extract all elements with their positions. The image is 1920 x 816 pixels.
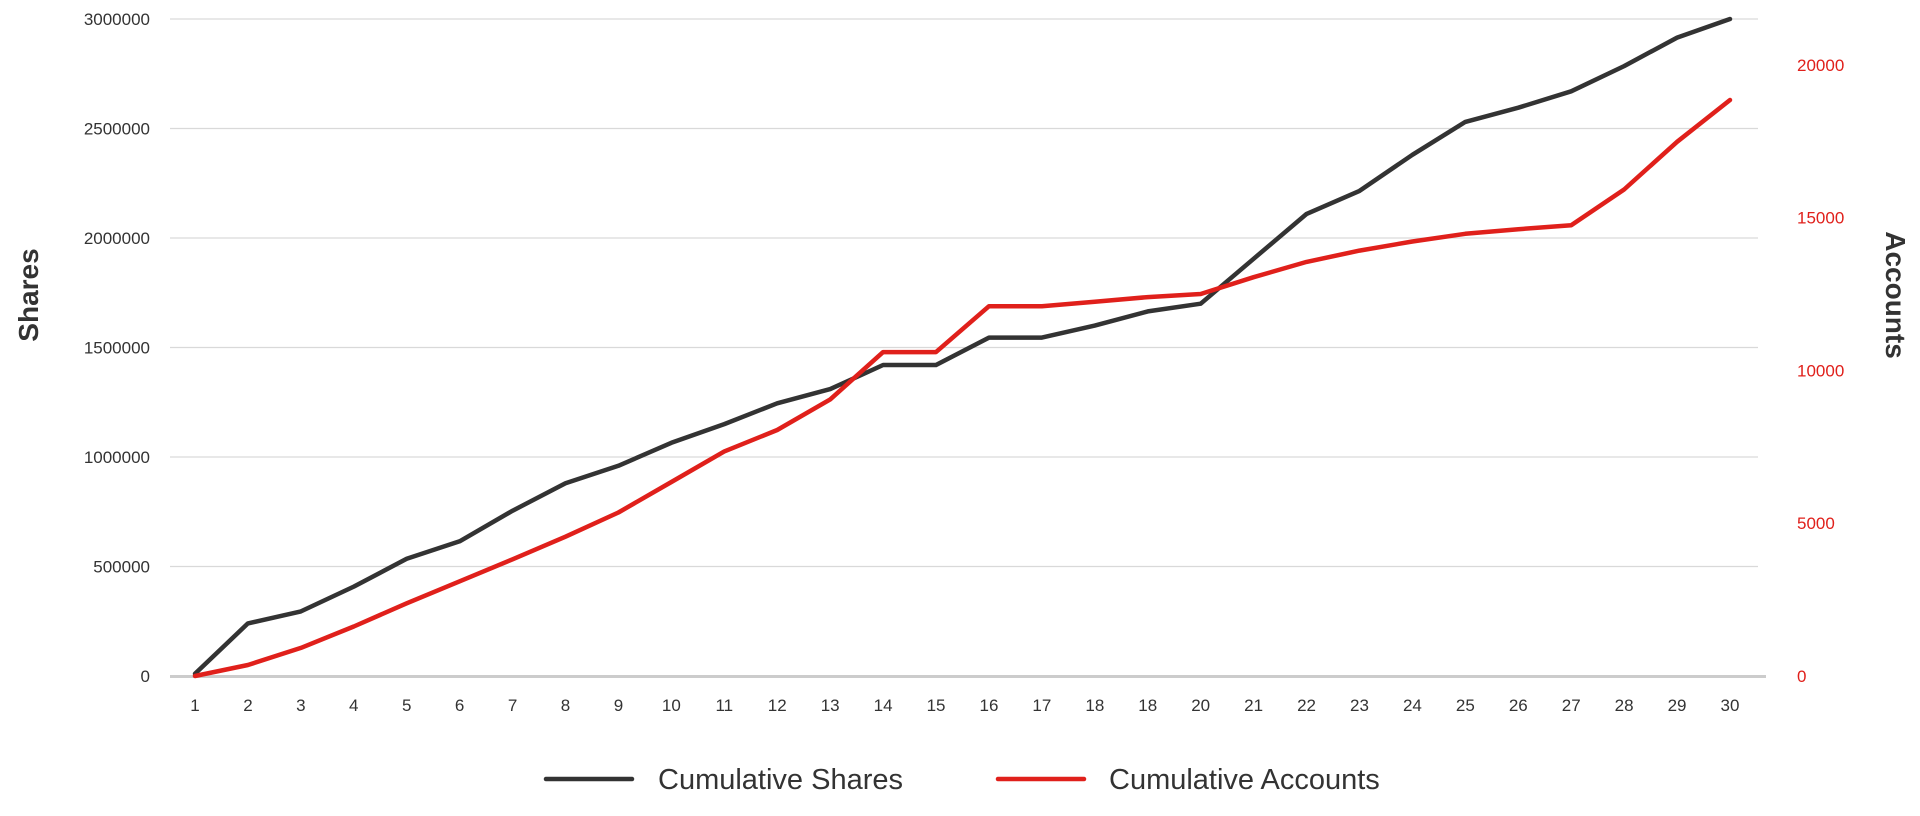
x-tick-label: 8 <box>561 696 570 715</box>
x-tick-label: 15 <box>927 696 946 715</box>
gridlines <box>170 18 1758 568</box>
x-tick-label: 18 <box>1085 696 1104 715</box>
x-tick-label: 4 <box>349 696 358 715</box>
x-tick-label: 17 <box>1032 696 1051 715</box>
x-tick-label: 12 <box>768 696 787 715</box>
x-axis-ticks: 1 2 3 4 5 6 7 8 9 10 11 12 13 14 15 16 17 18 18 20 21 22 23 24 2… <box>190 696 1739 715</box>
left-axis-title: Shares <box>13 248 44 341</box>
x-tick-label: 16 <box>980 696 999 715</box>
right-tick-label: 10000 <box>1797 361 1844 380</box>
series-line-accounts <box>192 97 1733 679</box>
left-tick-label: 2000000 <box>84 229 150 248</box>
x-tick-label: 9 <box>614 696 623 715</box>
left-tick-label: 2500000 <box>84 120 150 139</box>
right-y-axis-ticks: 0 5000 10000 15000 20000 <box>1797 56 1844 686</box>
x-tick-label: 1 <box>190 696 199 715</box>
series-lines <box>192 16 1733 679</box>
x-tick-label: 18 <box>1138 696 1157 715</box>
x-tick-label: 26 <box>1509 696 1528 715</box>
right-tick-label: 15000 <box>1797 209 1844 228</box>
left-tick-label: 1500000 <box>84 339 150 358</box>
x-tick-label: 11 <box>715 696 733 715</box>
x-tick-label: 10 <box>662 696 681 715</box>
x-tick-label: 6 <box>455 696 464 715</box>
x-tick-label: 28 <box>1615 696 1634 715</box>
right-tick-label: 0 <box>1797 667 1806 686</box>
x-tick-label: 2 <box>243 696 252 715</box>
x-tick-label: 23 <box>1350 696 1369 715</box>
left-tick-label: 0 <box>141 667 150 686</box>
x-tick-label: 22 <box>1297 696 1316 715</box>
x-tick-label: 7 <box>508 696 517 715</box>
x-tick-label: 14 <box>874 696 893 715</box>
legend-label-accounts: Cumulative Accounts <box>1109 764 1380 796</box>
x-tick-label: 20 <box>1191 696 1210 715</box>
left-tick-label: 3000000 <box>84 10 150 29</box>
right-tick-label: 5000 <box>1797 514 1835 533</box>
left-y-axis-ticks: 0 500000 1000000 1500000 2000000 2500000 30000… <box>84 10 150 686</box>
right-tick-label: 20000 <box>1797 56 1844 75</box>
x-tick-label: 21 <box>1244 696 1263 715</box>
x-tick-label: 13 <box>821 696 840 715</box>
x-tick-label: 5 <box>402 696 411 715</box>
x-tick-label: 29 <box>1668 696 1687 715</box>
x-tick-label: 27 <box>1562 696 1581 715</box>
legend: Cumulative Shares Cumulative Accounts <box>543 764 1380 796</box>
left-tick-label: 500000 <box>93 558 150 577</box>
legend-label-shares: Cumulative Shares <box>658 764 903 796</box>
x-tick-label: 25 <box>1456 696 1475 715</box>
left-tick-label: 1000000 <box>84 448 150 467</box>
right-axis-title: Accounts <box>1880 231 1911 359</box>
x-tick-label: 30 <box>1721 696 1740 715</box>
series-line-shares <box>192 16 1733 677</box>
x-tick-label: 3 <box>296 696 305 715</box>
x-tick-label: 24 <box>1403 696 1422 715</box>
